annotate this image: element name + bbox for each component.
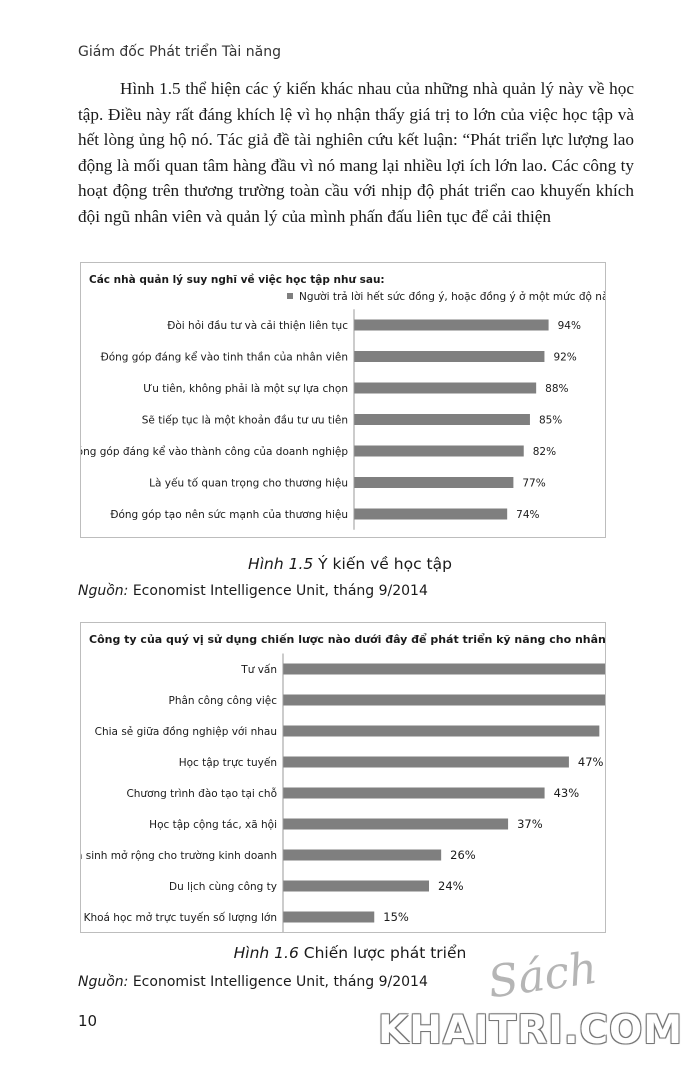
figure-1-5-source: Nguồn: Economist Intelligence Unit, thán… <box>78 583 428 599</box>
figure-1-5-source-label: Nguồn: <box>78 583 129 599</box>
figure-1-6-caption: Hình 1.6 Chiến lược phát triển <box>0 944 700 962</box>
value-label: 82% <box>533 446 556 458</box>
bar <box>354 445 524 457</box>
category-label: Tư vấn <box>240 664 277 676</box>
figure-1-5-chart: Các nhà quản lý suy nghĩ về việc học tập… <box>80 262 606 538</box>
figure-1-6-chart: Công ty của quý vị sử dụng chiến lược nà… <box>80 622 606 933</box>
category-label: Du lịch cùng công ty <box>169 881 277 893</box>
category-label: Ưu tiên, không phải là một sự lựa chọn <box>143 383 348 395</box>
category-label: Đóng góp đáng kể vào thành công của doan… <box>81 445 348 458</box>
bar <box>283 880 429 892</box>
value-label: 26% <box>450 848 476 862</box>
figure-1-5-chart-svg: Các nhà quản lý suy nghĩ về việc học tập… <box>81 273 605 530</box>
running-header: Giám đốc Phát triển Tài năng <box>78 44 281 60</box>
page-number: 10 <box>78 1012 98 1030</box>
category-label: Chia sẻ giữa đồng nghiệp với nhau <box>95 726 277 738</box>
value-label: 74% <box>516 509 539 521</box>
figure-1-6-source-label: Nguồn: <box>78 974 129 990</box>
figure-1-6-source: Nguồn: Economist Intelligence Unit, thán… <box>78 974 428 990</box>
category-label: Đóng góp đáng kể vào tinh thần của nhân … <box>101 351 348 364</box>
category-label: Là yếu tố quan trọng cho thương hiệu <box>149 478 348 490</box>
category-label: Học tập cộng tác, xã hội <box>149 819 277 831</box>
category-label: Học tập trực tuyến <box>179 757 277 769</box>
legend-label: Người trả lời hết sức đồng ý, hoặc đồng … <box>299 291 605 303</box>
value-label: 77% <box>522 478 545 490</box>
value-label: 85% <box>539 415 562 427</box>
bar <box>354 382 537 394</box>
value-label: 92% <box>553 352 576 364</box>
category-label: Khoá học mở trực tuyến số lượng lớn <box>84 912 277 924</box>
figure-1-6-caption-text: Chiến lược phát triển <box>298 944 467 962</box>
value-label: 15% <box>383 910 409 924</box>
value-label: 47% <box>578 755 604 769</box>
bar <box>354 477 514 488</box>
category-label: Đòi hỏi đầu tư và cải thiện liên tục <box>167 320 348 332</box>
bar <box>283 849 442 861</box>
bar <box>354 414 530 425</box>
bar <box>283 911 375 923</box>
figure-1-6-label: Hình 1.6 <box>233 944 299 962</box>
bar <box>354 351 545 362</box>
bar <box>283 787 545 799</box>
category-label: Tuyển sinh mở rộng cho trường kinh doanh <box>81 849 277 862</box>
bar <box>283 756 569 768</box>
figure-1-6-source-text: Economist Intelligence Unit, tháng 9/201… <box>128 974 428 990</box>
figure-1-5-source-text: Economist Intelligence Unit, tháng 9/201… <box>128 583 428 599</box>
category-label: Đóng góp tạo nên sức mạnh của thương hiệ… <box>110 509 348 521</box>
chart-title: Các nhà quản lý suy nghĩ về việc học tập… <box>89 273 385 286</box>
legend-swatch <box>287 293 293 299</box>
bar <box>283 725 600 737</box>
bar <box>354 319 549 331</box>
category-label: Chương trình đào tạo tại chỗ <box>126 787 277 800</box>
value-label: 94% <box>558 320 581 332</box>
bar <box>354 508 508 520</box>
figure-1-5-caption-text: Ý kiến về học tập <box>313 555 452 573</box>
value-label: 24% <box>438 879 464 893</box>
figure-1-6-chart-svg: Công ty của quý vị sử dụng chiến lược nà… <box>81 633 605 932</box>
value-label: 88% <box>545 383 568 395</box>
figure-1-5-caption: Hình 1.5 Ý kiến về học tập <box>0 555 700 573</box>
bar <box>283 818 509 830</box>
watermark-logo: KHAITRI.COM <box>378 1008 684 1053</box>
chart-title: Công ty của quý vị sử dụng chiến lược nà… <box>89 633 605 646</box>
value-label: 37% <box>517 817 543 831</box>
value-label: 43% <box>554 786 580 800</box>
figure-1-5-label: Hình 1.5 <box>248 555 314 573</box>
bar <box>283 694 605 706</box>
bar <box>283 663 605 675</box>
category-label: Phân công công việc <box>169 695 278 707</box>
category-label: Sẽ tiếp tục là một khoản đầu tư ưu tiên <box>142 415 348 427</box>
body-paragraph: Hình 1.5 thể hiện các ý kiến khác nhau c… <box>78 79 634 226</box>
